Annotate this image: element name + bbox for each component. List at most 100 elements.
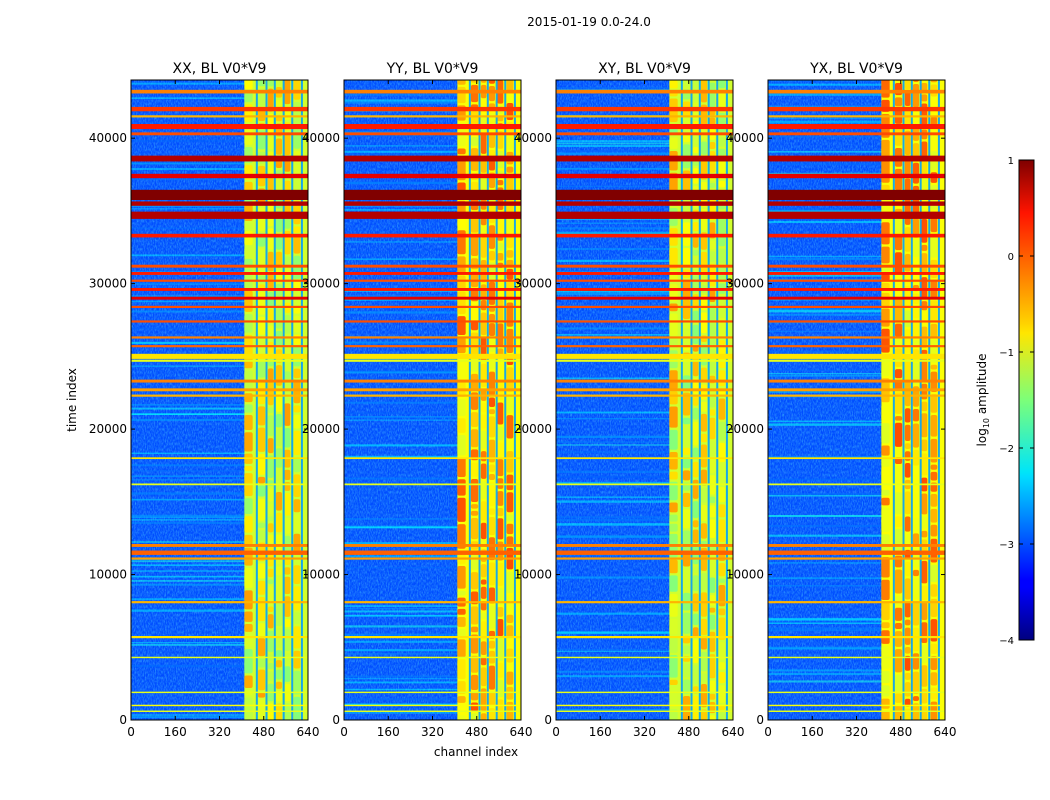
band-segment: [488, 708, 496, 720]
band-segment: [506, 648, 514, 663]
band-segment: [912, 653, 920, 670]
band-segment: [930, 524, 938, 537]
band-segment: [904, 708, 911, 720]
noise-streak: [131, 514, 308, 517]
rfi-row: [344, 353, 521, 359]
rfi-row: [344, 233, 521, 238]
band-segment: [709, 631, 716, 652]
y-axis-label: time index: [65, 368, 79, 432]
band-segment: [669, 559, 678, 574]
rfi-row: [344, 106, 521, 112]
colorbar-tick-label: −3: [999, 540, 1014, 551]
band-segment: [267, 663, 274, 670]
band-segment: [669, 137, 678, 149]
band-segment: [881, 273, 890, 281]
band-segment: [709, 182, 716, 189]
noise-streak: [556, 291, 733, 294]
band-segment: [894, 623, 903, 629]
x-tick-label: 160: [377, 725, 400, 739]
band-segment: [470, 111, 479, 135]
band-segment: [457, 434, 466, 456]
band-gap: [910, 80, 913, 720]
band-segment: [682, 679, 691, 694]
noise-streak: [344, 518, 521, 520]
band-segment: [904, 157, 911, 177]
band-segment: [669, 636, 678, 653]
band-segment: [267, 341, 274, 354]
band-segment: [275, 330, 283, 348]
panels: XX, BL V0*V9 0 160 320 480 640 0 10000 20000 3000…: [89, 61, 957, 739]
band-segment: [718, 617, 726, 641]
y-tick-label: 30000: [302, 277, 340, 291]
noise-streak: [131, 642, 308, 644]
band-segment: [257, 316, 266, 335]
band-segment: [275, 691, 283, 702]
y-tick-label: 30000: [89, 277, 127, 291]
band-segment: [457, 291, 466, 315]
band-segment: [293, 235, 301, 254]
band-segment: [709, 240, 716, 250]
band-segment: [682, 392, 691, 416]
band-segment: [470, 332, 479, 356]
band-segment: [293, 127, 301, 149]
band-segment: [497, 459, 504, 477]
rfi-row: [344, 359, 521, 362]
y-tick-label: 40000: [514, 131, 552, 145]
noise-streak: [768, 515, 945, 517]
band-segment: [930, 234, 938, 258]
band-segment: [457, 639, 466, 658]
y-tick-label: 0: [756, 713, 764, 727]
noise-streak: [344, 370, 521, 372]
band-gap: [255, 80, 258, 720]
rfi-row: [556, 483, 733, 486]
rfi-row: [131, 345, 308, 348]
noise-streak: [131, 365, 308, 368]
noise-streak: [768, 310, 945, 313]
band-segment: [912, 671, 920, 694]
band-segment: [457, 418, 466, 433]
band-gap: [282, 80, 285, 720]
band-segment: [921, 560, 928, 584]
rfi-row: [344, 189, 521, 200]
band-segment: [669, 655, 678, 678]
x-tick-label: 160: [164, 725, 187, 739]
y-tick-label: 40000: [89, 131, 127, 145]
rfi-row: [556, 173, 733, 179]
band-segment: [921, 602, 928, 621]
band-segment: [470, 84, 479, 103]
band-segment: [921, 312, 928, 325]
band-segment: [470, 692, 479, 701]
band-segment: [488, 85, 496, 102]
band-segment: [267, 586, 274, 605]
band-segment: [284, 371, 291, 380]
rfi-row: [131, 288, 308, 291]
panel-title: XX, BL V0*V9: [173, 61, 267, 77]
band-segment: [700, 504, 708, 522]
noise-streak: [768, 220, 945, 224]
band-segment: [881, 685, 890, 697]
band-segment: [700, 651, 708, 672]
band-segment: [506, 595, 514, 613]
band-segment: [692, 665, 699, 685]
band-segment: [470, 392, 479, 410]
noise-streak: [131, 300, 308, 303]
noise-streak: [131, 178, 308, 181]
noise-streak: [556, 516, 733, 519]
rfi-row: [556, 345, 733, 348]
band-segment: [293, 586, 301, 611]
band-segment: [700, 487, 708, 503]
band-segment: [506, 492, 514, 513]
band-segment: [457, 148, 466, 155]
y-tick-label: 10000: [302, 568, 340, 582]
band-segment: [912, 259, 920, 283]
band-segment: [904, 443, 911, 450]
band-segment: [488, 464, 496, 472]
band-segment: [700, 573, 708, 591]
band-segment: [894, 674, 903, 692]
band-segment: [497, 638, 504, 661]
noise-streak: [768, 219, 945, 221]
noise-streak: [556, 554, 733, 556]
noise-streak: [556, 231, 733, 234]
rfi-row: [131, 691, 308, 694]
band-segment: [930, 687, 938, 700]
